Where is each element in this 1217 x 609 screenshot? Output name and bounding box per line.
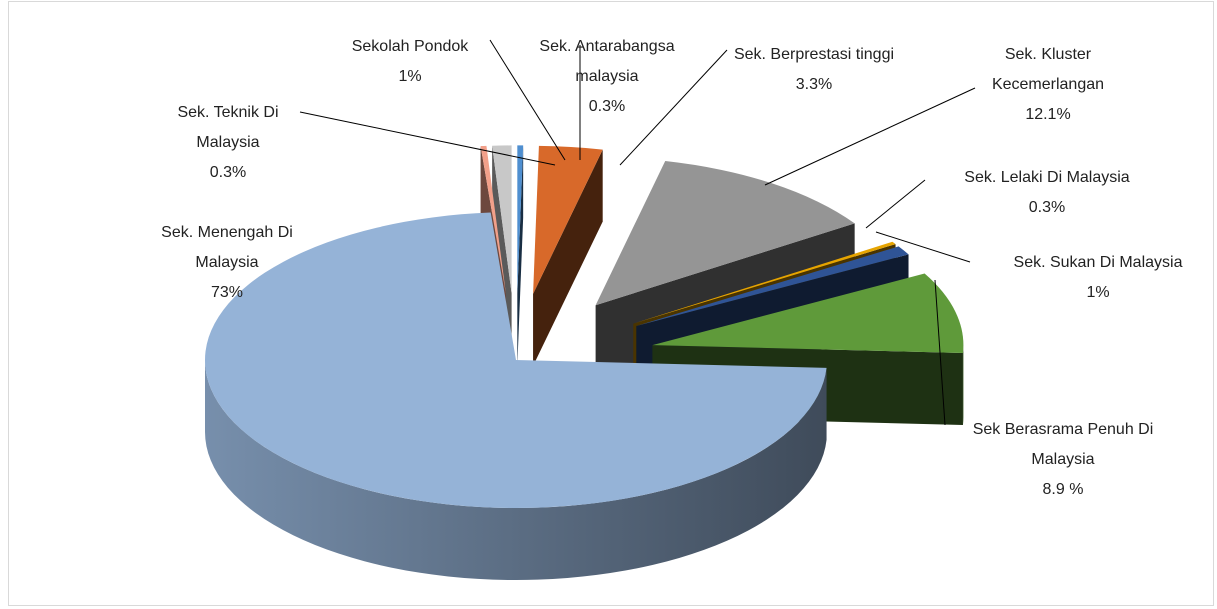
label-category: Sek. Sukan Di Malaysia bbox=[1013, 254, 1183, 271]
slice bbox=[636, 246, 909, 326]
leader-line bbox=[865, 179, 926, 229]
data-label: Sek. Sukan Di Malaysia 1% bbox=[978, 248, 1217, 308]
slice bbox=[652, 273, 964, 353]
label-value: 0.3% bbox=[209, 164, 247, 181]
label-category: Sek Berasrama Penuh Di Malaysia bbox=[972, 421, 1154, 468]
leader-line bbox=[299, 111, 556, 166]
slice-side bbox=[204, 360, 827, 581]
slice-wall bbox=[517, 145, 524, 366]
slice bbox=[595, 160, 855, 306]
slice bbox=[480, 145, 506, 294]
label-category: Sek. Berprestasi tinggi bbox=[733, 46, 895, 63]
label-value: 73% bbox=[210, 284, 244, 301]
data-label: Sek. Lelaki Di Malaysia 0.3% bbox=[927, 163, 1167, 223]
leader-line bbox=[934, 279, 946, 426]
slice bbox=[492, 145, 512, 294]
leader-line bbox=[489, 39, 566, 161]
label-category: Sek. Menengah Di Malaysia bbox=[161, 224, 293, 271]
label-value: 12.1% bbox=[1025, 106, 1071, 123]
label-category: Sek. Antarabangsa malaysia bbox=[539, 38, 675, 85]
leader-line bbox=[875, 231, 971, 263]
label-value: 0.3% bbox=[588, 98, 626, 115]
leader-line bbox=[619, 49, 728, 166]
label-category: Sek. Teknik Di Malaysia bbox=[177, 104, 279, 151]
slice bbox=[633, 241, 896, 324]
label-category: Sek. Lelaki Di Malaysia bbox=[964, 169, 1130, 186]
data-label: Sek. Teknik Di Malaysia 0.3% bbox=[161, 98, 296, 188]
label-value: 8.9 % bbox=[1042, 481, 1084, 498]
slice-wall bbox=[533, 149, 603, 366]
data-label: Sek. Antarabangsa malaysia 0.3% bbox=[520, 32, 695, 122]
label-value: 3.3% bbox=[795, 76, 833, 93]
label-value: 1% bbox=[398, 68, 422, 85]
chart-border bbox=[8, 1, 1214, 606]
label-value: 0.3% bbox=[1028, 199, 1066, 216]
label-value: 1% bbox=[1086, 284, 1110, 301]
data-label: Sek. Kluster Kecemerlangan 12.1% bbox=[978, 40, 1118, 130]
slice bbox=[517, 145, 524, 294]
slice bbox=[533, 145, 603, 294]
data-label: Sek. Menengah Di Malaysia 73% bbox=[160, 218, 295, 308]
data-label: Sek Berasrama Penuh Di Malaysia 8.9 % bbox=[971, 415, 1156, 505]
data-label: Sekolah Pondok 1% bbox=[330, 32, 490, 92]
label-category: Sekolah Pondok bbox=[351, 38, 469, 55]
slice bbox=[205, 212, 827, 508]
label-category: Sek. Kluster Kecemerlangan bbox=[991, 46, 1105, 93]
data-label: Sek. Berprestasi tinggi 3.3% bbox=[694, 40, 934, 100]
leader-line bbox=[764, 87, 976, 186]
